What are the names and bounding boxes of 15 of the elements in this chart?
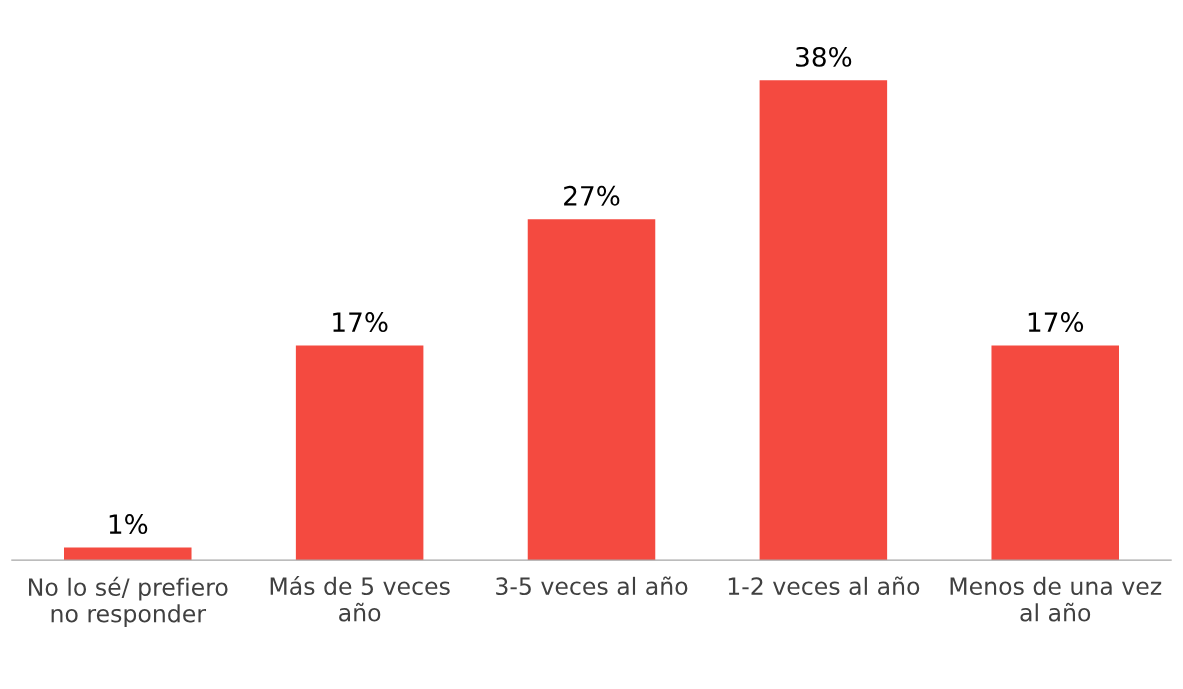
x-tick-label: Menos de una vez al año	[950, 576, 1162, 622]
x-tick-label: Más de 5 veces año	[270, 575, 450, 622]
x-tick-label: No lo sé/ prefiero no responder	[29, 576, 228, 628]
bar	[759, 80, 888, 561]
data-label: 17%	[333, 312, 388, 333]
bar	[64, 547, 192, 561]
data-label: 17%	[1028, 312, 1084, 333]
x-tick-label: 1-2 veces al año	[728, 576, 920, 596]
x-tick-label: 3-5 veces al año	[496, 576, 688, 596]
data-label: 1%	[109, 514, 148, 535]
data-label: 38%	[796, 46, 852, 67]
bar	[295, 345, 424, 561]
bar	[991, 345, 1119, 561]
data-label: 27%	[564, 185, 620, 206]
bar	[527, 219, 656, 561]
